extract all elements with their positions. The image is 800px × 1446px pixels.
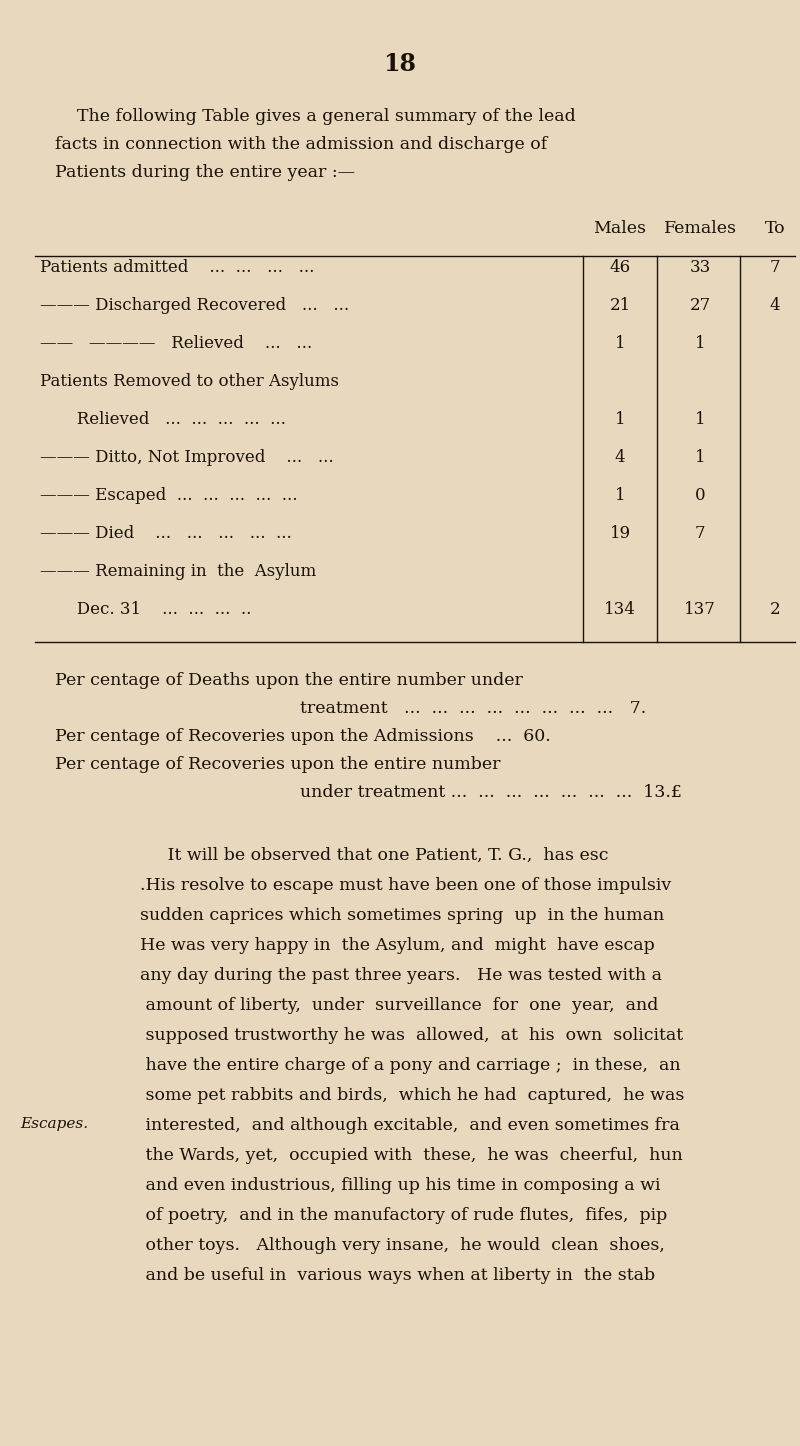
Text: supposed trustworthy he was  allowed,  at  his  own  solicitat: supposed trustworthy he was allowed, at …: [140, 1027, 683, 1044]
Text: .His resolve to escape must have been one of those impulsiv: .His resolve to escape must have been on…: [140, 878, 671, 894]
Text: 2: 2: [770, 600, 780, 617]
Text: interested,  and although excitable,  and even sometimes fra: interested, and although excitable, and …: [140, 1116, 680, 1134]
Text: some pet rabbits and birds,  which he had  captured,  he was: some pet rabbits and birds, which he had…: [140, 1087, 684, 1103]
Text: Dec. 31    ...  ...  ...  ..: Dec. 31 ... ... ... ..: [40, 600, 251, 617]
Text: the Wards, yet,  occupied with  these,  he was  cheerful,  hun: the Wards, yet, occupied with these, he …: [140, 1147, 682, 1164]
Text: amount of liberty,  under  surveillance  for  one  year,  and: amount of liberty, under surveillance fo…: [140, 996, 658, 1014]
Text: Patients during the entire year :—: Patients during the entire year :—: [55, 163, 355, 181]
Text: and be useful in  various ways when at liberty in  the stab: and be useful in various ways when at li…: [140, 1267, 655, 1284]
Text: 1: 1: [614, 334, 626, 351]
Text: ——— Died    ...   ...   ...   ...  ...: ——— Died ... ... ... ... ...: [40, 525, 292, 541]
Text: ——— Ditto, Not Improved    ...   ...: ——— Ditto, Not Improved ... ...: [40, 448, 334, 466]
Text: 0: 0: [694, 486, 706, 503]
Text: 1: 1: [694, 411, 706, 428]
Text: Patients admitted    ...  ...   ...   ...: Patients admitted ... ... ... ...: [40, 259, 314, 276]
Text: The following Table gives a general summary of the lead: The following Table gives a general summ…: [55, 108, 576, 124]
Text: Females: Females: [663, 220, 737, 237]
Text: 1: 1: [614, 411, 626, 428]
Text: ——— Discharged Recovered   ...   ...: ——— Discharged Recovered ... ...: [40, 296, 349, 314]
Text: Escapes.: Escapes.: [20, 1116, 88, 1131]
Text: 4: 4: [614, 448, 626, 466]
Text: He was very happy in  the Asylum, and  might  have escap: He was very happy in the Asylum, and mig…: [140, 937, 654, 954]
Text: 1: 1: [694, 334, 706, 351]
Text: under treatment ...  ...  ...  ...  ...  ...  ...  13.£: under treatment ... ... ... ... ... ... …: [300, 784, 682, 801]
Text: Patients Removed to other Asylums: Patients Removed to other Asylums: [40, 373, 339, 389]
Text: ——   ————   Relieved    ...   ...: —— ———— Relieved ... ...: [40, 334, 312, 351]
Text: 1: 1: [694, 448, 706, 466]
Text: 18: 18: [383, 52, 417, 77]
Text: Per centage of Recoveries upon the entire number: Per centage of Recoveries upon the entir…: [55, 756, 501, 774]
Text: 46: 46: [610, 259, 630, 276]
Text: other toys.   Although very insane,  he would  clean  shoes,: other toys. Although very insane, he wou…: [140, 1236, 665, 1254]
Text: It will be observed that one Patient, T. G.,  has esc: It will be observed that one Patient, T.…: [140, 847, 609, 865]
Text: Relieved   ...  ...  ...  ...  ...: Relieved ... ... ... ... ...: [40, 411, 286, 428]
Text: 1: 1: [614, 486, 626, 503]
Text: facts in connection with the admission and discharge of: facts in connection with the admission a…: [55, 136, 547, 153]
Text: treatment   ...  ...  ...  ...  ...  ...  ...  ...   7.: treatment ... ... ... ... ... ... ... ..…: [300, 700, 646, 717]
Text: 21: 21: [610, 296, 630, 314]
Text: 27: 27: [690, 296, 710, 314]
Text: 137: 137: [684, 600, 716, 617]
Text: Per centage of Recoveries upon the Admissions    ...  60.: Per centage of Recoveries upon the Admis…: [55, 727, 550, 745]
Text: 19: 19: [610, 525, 630, 541]
Text: have the entire charge of a pony and carriage ;  in these,  an: have the entire charge of a pony and car…: [140, 1057, 681, 1074]
Text: ——— Escaped  ...  ...  ...  ...  ...: ——— Escaped ... ... ... ... ...: [40, 486, 298, 503]
Text: 33: 33: [690, 259, 710, 276]
Text: ——— Remaining in  the  Asylum: ——— Remaining in the Asylum: [40, 562, 316, 580]
Text: 7: 7: [770, 259, 780, 276]
Text: 4: 4: [770, 296, 780, 314]
Text: Males: Males: [594, 220, 646, 237]
Text: To: To: [765, 220, 786, 237]
Text: 7: 7: [694, 525, 706, 541]
Text: 134: 134: [604, 600, 636, 617]
Text: of poetry,  and in the manufactory of rude flutes,  fifes,  pip: of poetry, and in the manufactory of rud…: [140, 1207, 667, 1223]
Text: sudden caprices which sometimes spring  up  in the human: sudden caprices which sometimes spring u…: [140, 907, 664, 924]
Text: and even industrious, filling up his time in composing a wi: and even industrious, filling up his tim…: [140, 1177, 661, 1194]
Text: any day during the past three years.   He was tested with a: any day during the past three years. He …: [140, 967, 662, 983]
Text: Per centage of Deaths upon the entire number under: Per centage of Deaths upon the entire nu…: [55, 672, 523, 688]
